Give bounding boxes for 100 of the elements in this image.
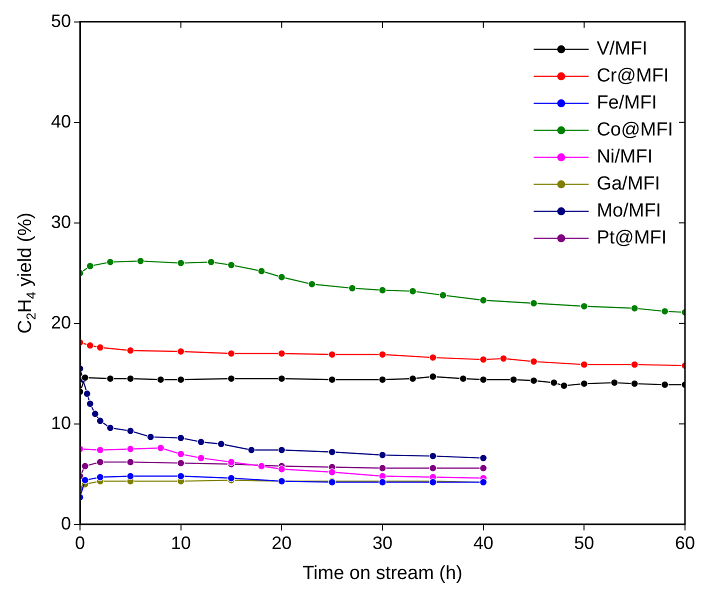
- point: [408, 374, 417, 382]
- point: [661, 380, 669, 388]
- point: [126, 472, 134, 480]
- point: [177, 376, 185, 384]
- point: [177, 348, 185, 356]
- point: [328, 350, 336, 358]
- point: [530, 358, 538, 366]
- point: [258, 267, 266, 275]
- point: [328, 468, 336, 476]
- x-tick-label: 0: [75, 533, 86, 554]
- point: [227, 261, 236, 269]
- point: [96, 458, 104, 466]
- point: [550, 378, 558, 386]
- y-tick-label: 0: [61, 513, 72, 534]
- point: [177, 450, 185, 458]
- point: [227, 374, 236, 382]
- x-tick-label: 50: [574, 533, 594, 554]
- point: [96, 417, 104, 425]
- point: [126, 458, 134, 466]
- point: [328, 448, 336, 456]
- point: [530, 299, 538, 308]
- point: [580, 380, 588, 388]
- point: [146, 433, 154, 441]
- point: [378, 376, 386, 384]
- point: [207, 258, 215, 266]
- point: [126, 374, 134, 382]
- point: [480, 356, 488, 364]
- point: [197, 454, 205, 462]
- point: [378, 350, 386, 358]
- point: [248, 446, 256, 454]
- point: [500, 354, 508, 362]
- point: [429, 372, 437, 380]
- y-tick-label: 30: [50, 212, 72, 232]
- point: [106, 258, 114, 266]
- x-tick-label: 60: [674, 533, 696, 554]
- point: [86, 262, 94, 270]
- point: [96, 473, 104, 481]
- point: [439, 291, 447, 300]
- point: [278, 374, 286, 382]
- point: [510, 376, 518, 384]
- point: [610, 378, 618, 386]
- point: [480, 296, 488, 304]
- point: [86, 342, 94, 350]
- legend-label: Ni/MFI: [596, 146, 653, 168]
- point: [177, 459, 185, 467]
- x-tick-label: 20: [272, 533, 292, 554]
- point: [126, 445, 134, 453]
- point: [217, 440, 225, 448]
- point: [429, 354, 437, 362]
- point: [156, 444, 164, 452]
- point: [530, 376, 538, 384]
- x-axis-title: Time on stream (h): [302, 563, 462, 584]
- point: [106, 374, 114, 382]
- y-axis-title: C2H4 yield (%): [15, 212, 38, 334]
- point: [630, 360, 638, 368]
- point: [580, 302, 588, 310]
- point: [177, 259, 185, 267]
- legend-label: Cr@MFI: [596, 66, 669, 87]
- point: [91, 410, 99, 418]
- point: [156, 376, 164, 384]
- point: [126, 427, 134, 435]
- point: [83, 390, 91, 398]
- point: [278, 465, 286, 473]
- point: [480, 454, 488, 462]
- x-tick-label: 10: [170, 533, 191, 554]
- point: [661, 308, 669, 316]
- point: [459, 374, 467, 382]
- point: [258, 462, 266, 470]
- point: [378, 451, 386, 459]
- point: [81, 462, 89, 470]
- point: [429, 452, 437, 460]
- point: [348, 284, 356, 292]
- point: [177, 472, 185, 480]
- point: [278, 350, 286, 358]
- y-tick-label: 10: [50, 412, 72, 433]
- legend-label: V/MFI: [596, 38, 648, 60]
- point: [278, 273, 286, 281]
- point: [630, 304, 638, 312]
- point: [560, 382, 568, 390]
- legend-label: Co@MFI: [596, 120, 673, 141]
- point: [86, 400, 94, 408]
- x-tick-label: 30: [372, 533, 393, 554]
- y-tick-label: 20: [50, 312, 72, 332]
- point: [197, 438, 205, 446]
- point: [308, 280, 316, 288]
- point: [278, 446, 286, 454]
- point: [177, 434, 185, 442]
- point: [408, 287, 417, 295]
- point: [378, 464, 386, 472]
- point: [227, 350, 236, 358]
- legend-label: Pt@MFI: [596, 228, 667, 249]
- point: [126, 346, 134, 354]
- point: [96, 344, 104, 352]
- legend-label: Mo/MFI: [596, 200, 662, 222]
- point: [580, 360, 588, 368]
- point: [429, 464, 437, 472]
- x-tick-label: 40: [473, 533, 494, 554]
- y-tick-label: 50: [50, 10, 72, 31]
- point: [136, 257, 144, 265]
- y-tick-label: 40: [50, 111, 72, 132]
